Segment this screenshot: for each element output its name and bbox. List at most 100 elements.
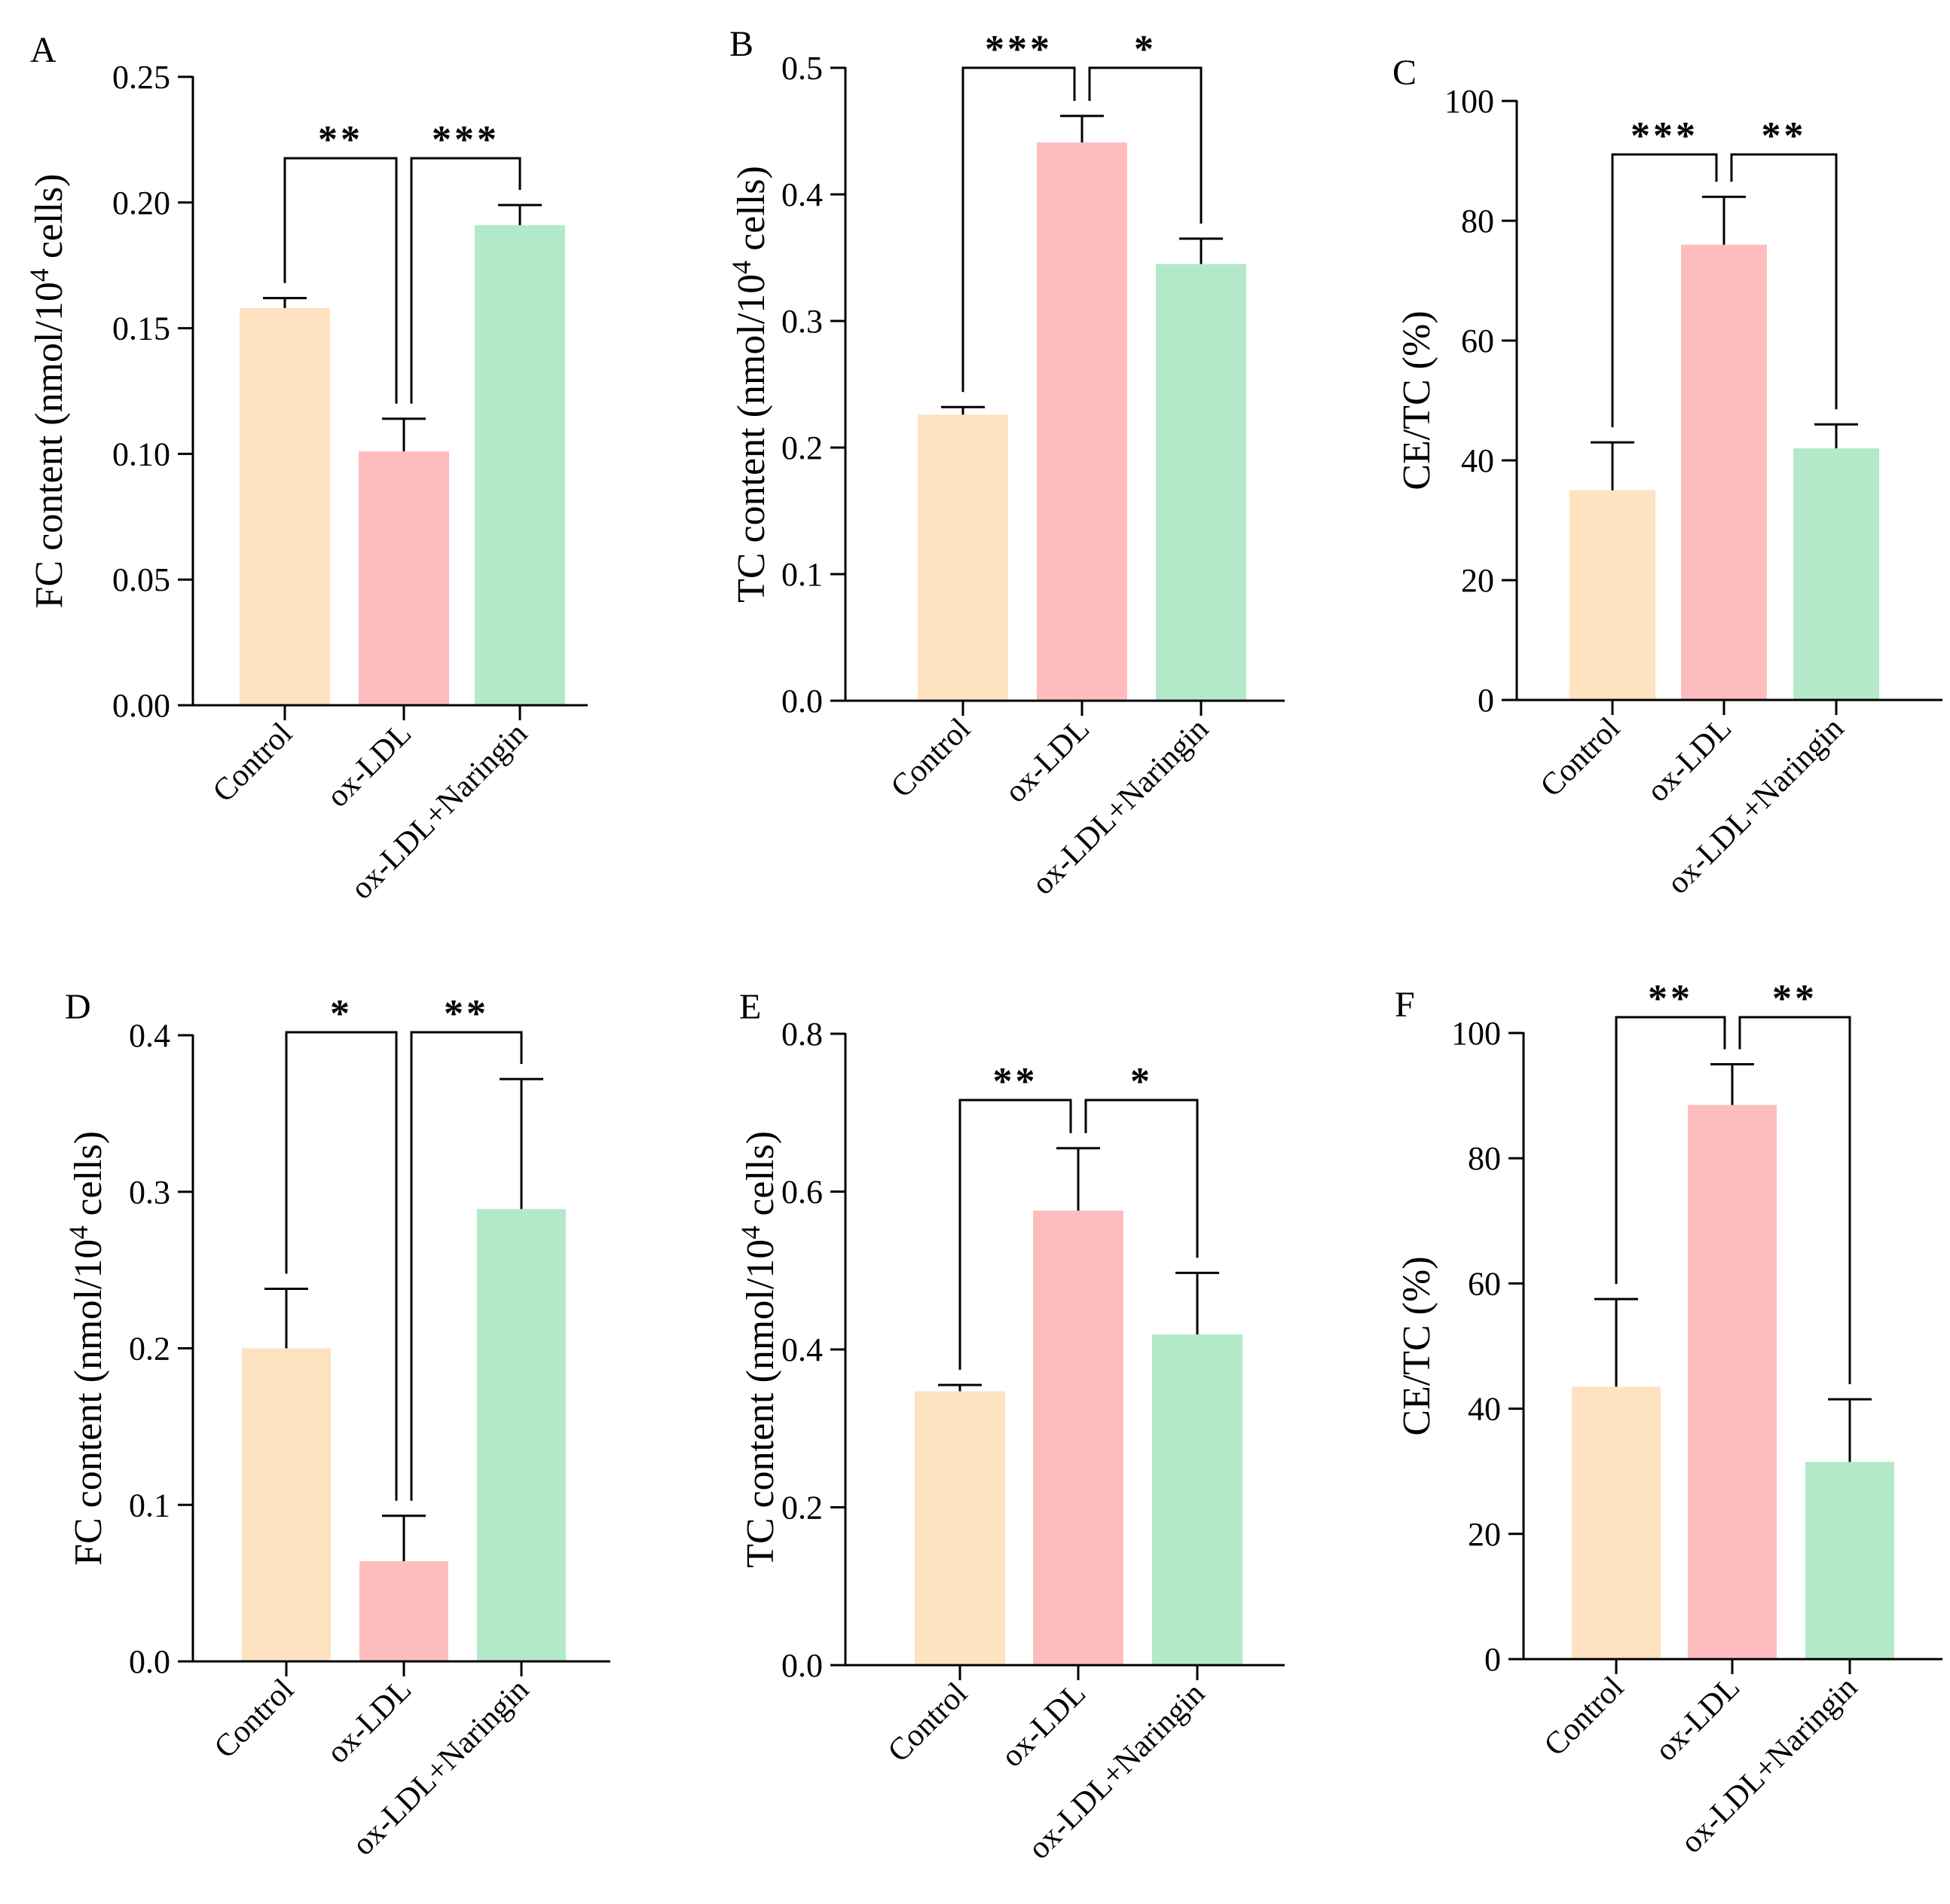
y-axis-title-main: FC content (nmol/10 bbox=[67, 1239, 110, 1566]
y-tick-label: 0.25 bbox=[112, 59, 170, 96]
y-tick-label: 0.2 bbox=[129, 1331, 170, 1368]
y-axis-title-main: CE/TC (%) bbox=[1395, 310, 1438, 490]
y-tick-label: 80 bbox=[1468, 1140, 1501, 1177]
y-tick-label: 0.10 bbox=[112, 436, 170, 472]
significance-stars: *** bbox=[432, 118, 500, 161]
y-tick-label: 0.8 bbox=[781, 1016, 823, 1053]
significance-stars: * bbox=[330, 992, 353, 1035]
bar-oxldl bbox=[1681, 244, 1767, 700]
bar-naringin bbox=[477, 1209, 566, 1661]
y-tick-label: 0.05 bbox=[112, 561, 170, 598]
y-tick-label: 60 bbox=[1461, 322, 1494, 359]
x-tick-label: ox-LDL bbox=[320, 1673, 418, 1771]
y-tick-label: 60 bbox=[1468, 1265, 1501, 1302]
bar-naringin bbox=[1805, 1462, 1894, 1659]
panel-label: B bbox=[729, 24, 753, 64]
significance-bracket bbox=[1084, 1099, 1199, 1258]
significance-stars: ** bbox=[1772, 977, 1817, 1020]
y-tick-label: 100 bbox=[1444, 83, 1494, 120]
y-axis-title-tail: cells) bbox=[67, 1131, 110, 1226]
y-axis-title: TC content (nmol/104 cells) bbox=[735, 1131, 782, 1568]
y-axis-title: TC content (nmol/104 cells) bbox=[726, 166, 773, 603]
y-tick-label: 40 bbox=[1468, 1391, 1501, 1428]
y-tick-label: 0 bbox=[1484, 1641, 1501, 1678]
significance-bracket bbox=[410, 157, 521, 404]
y-tick-label: 0.3 bbox=[781, 303, 823, 340]
y-tick-label: 0 bbox=[1478, 682, 1494, 719]
bar-naringin bbox=[1156, 264, 1246, 701]
y-tick-label: 0.15 bbox=[112, 310, 170, 347]
significance-bracket bbox=[1730, 153, 1838, 410]
y-tick-label: 20 bbox=[1468, 1516, 1501, 1553]
significance-stars: *** bbox=[1631, 115, 1698, 157]
y-axis-title-tail: cells) bbox=[730, 166, 773, 261]
y-tick-label: 0.4 bbox=[129, 1017, 170, 1054]
significance-stars: * bbox=[1134, 28, 1157, 71]
significance-bracket bbox=[1611, 153, 1718, 428]
significance-bracket bbox=[1615, 1016, 1726, 1285]
significance-stars: ** bbox=[993, 1060, 1038, 1103]
x-tick-label: Control bbox=[208, 1673, 301, 1765]
significance-stars: ** bbox=[444, 992, 489, 1035]
bar-control bbox=[240, 307, 330, 705]
y-axis-title: FC content (nmol/104 cells) bbox=[63, 1131, 110, 1566]
y-tick-label: 0.3 bbox=[129, 1174, 170, 1211]
bar-control bbox=[1569, 490, 1655, 700]
y-axis-title-superscript: 4 bbox=[726, 261, 756, 274]
y-tick-label: 0.2 bbox=[781, 429, 823, 466]
y-axis-title-superscript: 4 bbox=[24, 268, 54, 282]
bar-oxldl bbox=[1033, 1210, 1123, 1665]
y-axis-title-superscript: 4 bbox=[735, 1226, 766, 1239]
y-axis-title: FC content (nmol/104 cells) bbox=[24, 174, 71, 609]
y-axis-title-tail: cells) bbox=[28, 174, 71, 269]
x-tick-label: Control bbox=[882, 1676, 974, 1769]
significance-bracket bbox=[410, 1031, 523, 1501]
significance-bracket bbox=[283, 157, 398, 404]
significance-bracket bbox=[1088, 66, 1203, 224]
y-tick-label: 0.0 bbox=[781, 683, 823, 720]
y-axis-title-tail: cells) bbox=[739, 1131, 782, 1226]
bar-oxldl bbox=[1688, 1105, 1777, 1659]
y-tick-label: 0.2 bbox=[781, 1490, 823, 1527]
y-axis-title: CE/TC (%) bbox=[1395, 310, 1438, 490]
y-tick-label: 0.0 bbox=[781, 1647, 823, 1684]
y-axis-title: CE/TC (%) bbox=[1395, 1256, 1438, 1435]
bar-naringin bbox=[475, 225, 565, 706]
y-axis-title-main: TC content (nmol/10 bbox=[739, 1239, 782, 1568]
panel-label: F bbox=[1395, 985, 1415, 1025]
y-tick-label: 0.6 bbox=[781, 1174, 823, 1211]
bar-control bbox=[1572, 1386, 1661, 1659]
bar-oxldl bbox=[1037, 142, 1127, 701]
y-axis-title-main: FC content (nmol/10 bbox=[28, 282, 71, 608]
significance-stars: ** bbox=[318, 118, 363, 161]
y-tick-label: 40 bbox=[1461, 442, 1494, 479]
x-tick-label: ox-LDL bbox=[998, 712, 1096, 810]
panel-label: E bbox=[739, 987, 761, 1027]
significance-bracket bbox=[961, 66, 1076, 393]
x-tick-label: Control bbox=[206, 717, 299, 809]
significance-bracket bbox=[1738, 1016, 1851, 1385]
y-tick-label: 0.20 bbox=[112, 185, 170, 222]
significance-stars: * bbox=[1130, 1060, 1153, 1103]
y-tick-label: 100 bbox=[1451, 1015, 1501, 1052]
panel-label: C bbox=[1392, 53, 1417, 93]
bar-oxldl bbox=[359, 1561, 448, 1661]
y-tick-label: 0.4 bbox=[781, 1331, 823, 1368]
bar-control bbox=[915, 1391, 1005, 1665]
bar-naringin bbox=[1793, 448, 1879, 700]
y-axis-title-main: TC content (nmol/10 bbox=[730, 274, 773, 603]
y-tick-label: 0.4 bbox=[781, 176, 823, 213]
bar-naringin bbox=[1152, 1334, 1242, 1665]
x-tick-label: Control bbox=[1538, 1670, 1631, 1763]
significance-stars: ** bbox=[1762, 115, 1807, 157]
panel-label: D bbox=[65, 987, 91, 1027]
bar-oxldl bbox=[359, 451, 449, 705]
x-tick-label: ox-LDL bbox=[995, 1676, 1093, 1774]
